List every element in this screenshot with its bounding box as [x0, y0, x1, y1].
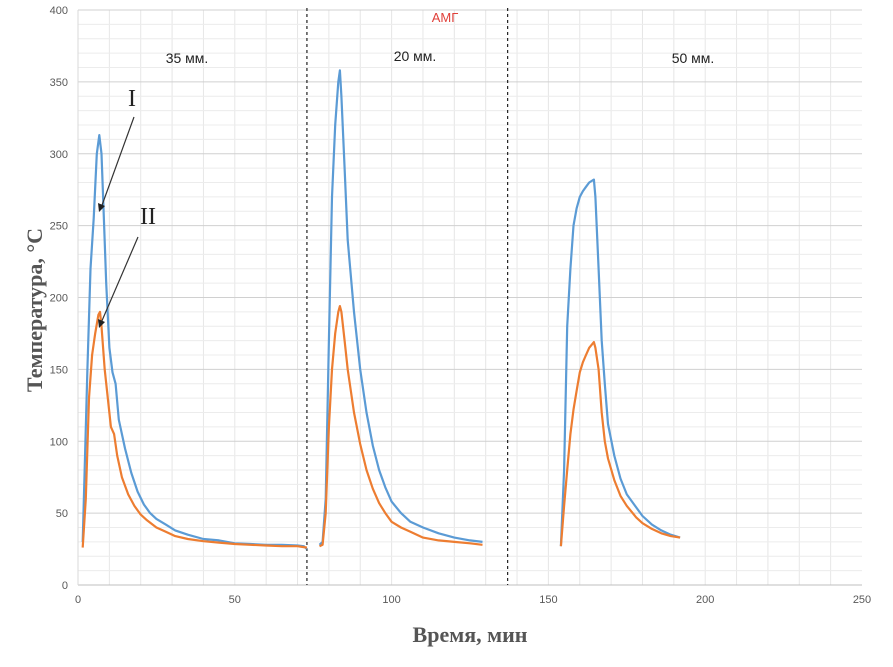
x-tick-label: 50: [229, 594, 241, 606]
segment-label-50mm: 50 мм.: [672, 50, 715, 66]
annotation-label-ii: II: [140, 204, 156, 230]
chart-title: АМГ: [432, 10, 459, 25]
x-tick-label: 250: [853, 594, 871, 606]
series-line-ii: [81, 310, 308, 549]
y-tick-label: 250: [50, 221, 68, 233]
x-axis-title: Время, мин: [413, 622, 528, 647]
y-tick-label: 50: [56, 508, 68, 520]
x-tick-label: 150: [539, 594, 557, 606]
axis-ticks: 0 50 100 150 200 250 0 50 100 150 200 250 300 350 400: [50, 5, 872, 606]
y-tick-label: 300: [50, 149, 68, 161]
x-tick-label: 0: [75, 594, 81, 606]
x-tick-label: 200: [696, 594, 714, 606]
annotation-arrow-ii: [100, 236, 139, 324]
grid: [77, 9, 862, 586]
annotation-arrowhead-ii: [98, 319, 105, 328]
segment-dividers: [306, 8, 509, 585]
annotation-arrowhead-i: [98, 203, 105, 212]
y-tick-label: 350: [50, 77, 68, 89]
segment-label-20mm: 20 мм.: [394, 48, 437, 64]
y-tick-label: 100: [50, 436, 68, 448]
segment-label-35mm: 35 мм.: [166, 50, 209, 66]
y-tick-label: 200: [50, 293, 68, 305]
series-line-ii: [559, 341, 681, 547]
series-line-ii: [319, 305, 483, 548]
series-line-i: [559, 178, 681, 547]
series-lines: [81, 69, 681, 550]
y-tick-label: 400: [50, 5, 68, 17]
y-axis-title: Температура, °С: [22, 228, 47, 392]
series-line-i: [318, 69, 483, 546]
annotation-arrow-i: [100, 116, 135, 209]
y-tick-label: 0: [62, 580, 68, 592]
x-tick-label: 100: [382, 594, 400, 606]
y-tick-label: 150: [50, 364, 68, 376]
annotation-label-i: I: [128, 86, 136, 112]
